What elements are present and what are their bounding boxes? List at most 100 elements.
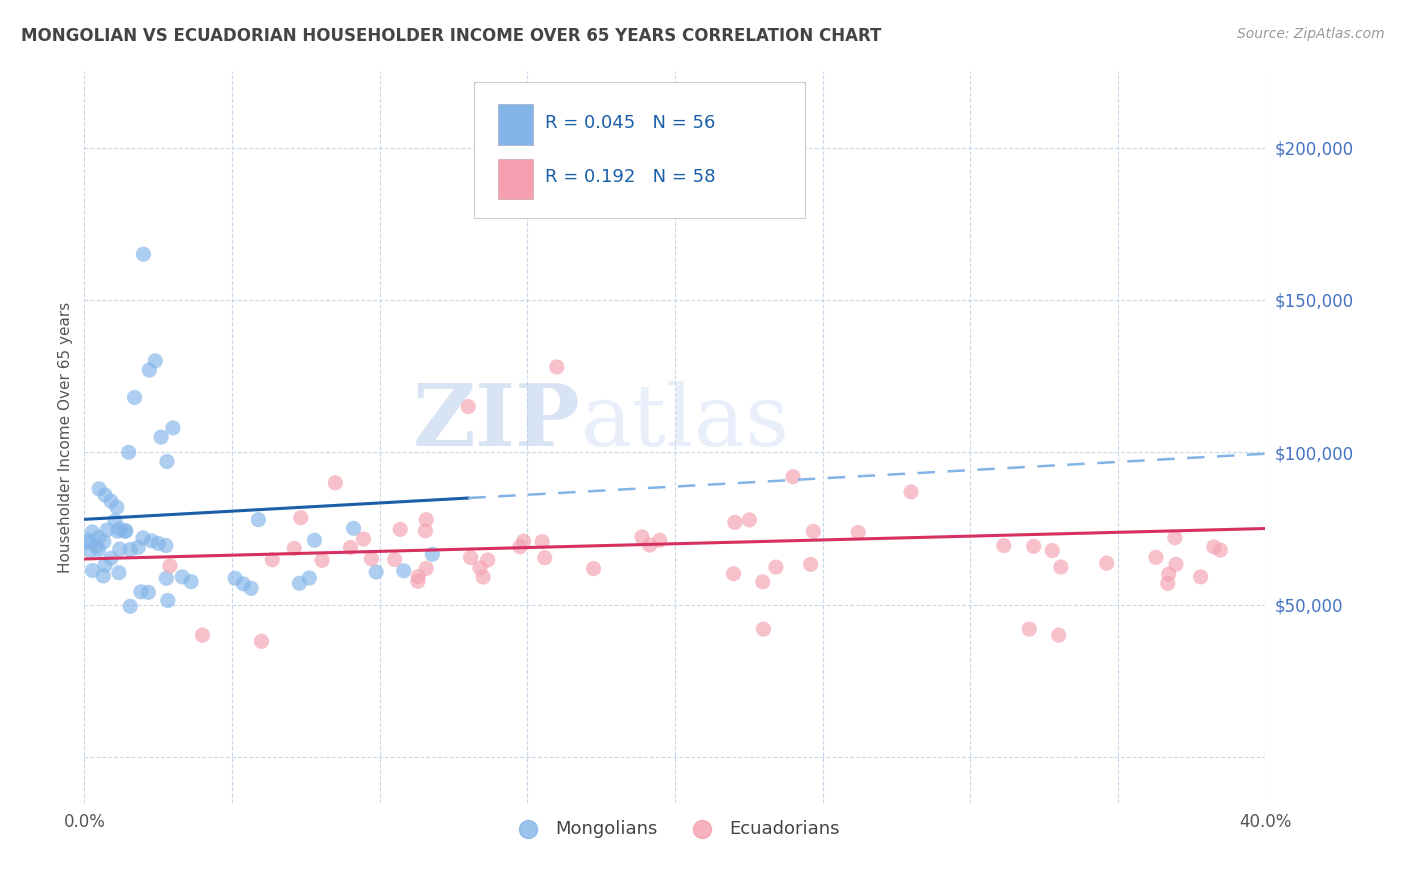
Point (118, 445, 141, 459)
Point (339, 541, 361, 555)
Point (100, 494, 122, 508)
Point (136, 585, 159, 599)
Point (114, 524, 136, 539)
Point (325, 475, 347, 490)
Point (1144, 550, 1167, 565)
Point (304, 533, 326, 548)
Point (247, 513, 270, 527)
Point (648, 533, 671, 548)
Point (723, 566, 745, 581)
Point (533, 550, 555, 565)
Point (93, 534, 115, 549)
Point (105, 500, 128, 515)
Point (1095, 556, 1118, 570)
Point (1202, 540, 1225, 554)
Point (120, 599, 142, 614)
Point (724, 516, 747, 530)
Point (155, 539, 177, 553)
Point (141, 533, 163, 548)
Point (1189, 570, 1212, 584)
Point (77, 535, 100, 549)
Point (82, 524, 104, 539)
Point (311, 553, 333, 567)
Point (801, 524, 824, 539)
Point (389, 522, 412, 536)
Point (172, 570, 194, 584)
Point (159, 558, 181, 573)
Point (240, 582, 263, 596)
Point (751, 574, 773, 589)
Point (472, 570, 495, 584)
Point (132, 531, 155, 545)
Point (91, 569, 114, 583)
Point (283, 541, 305, 556)
Point (100, 551, 122, 566)
Legend: Mongolians, Ecuadorians: Mongolians, Ecuadorians (502, 813, 848, 845)
Point (156, 454, 179, 468)
Point (846, 525, 869, 540)
Point (782, 469, 804, 483)
Point (408, 569, 430, 583)
Text: Source: ZipAtlas.com: Source: ZipAtlas.com (1237, 27, 1385, 41)
Point (124, 391, 146, 405)
Point (155, 571, 177, 585)
Point (104, 514, 127, 528)
Point (290, 510, 312, 524)
Point (342, 521, 364, 535)
Bar (498, 159, 533, 200)
Point (457, 400, 479, 414)
Point (509, 540, 531, 554)
Point (415, 561, 437, 575)
Point (1050, 560, 1073, 574)
Point (638, 538, 661, 552)
Point (127, 541, 149, 555)
Text: R = 0.192   N = 58: R = 0.192 N = 58 (546, 169, 716, 186)
Point (82, 564, 104, 578)
Point (148, 536, 170, 550)
Point (582, 561, 605, 575)
Point (392, 564, 415, 578)
Point (1157, 567, 1180, 582)
Point (993, 539, 1015, 553)
Point (180, 574, 202, 589)
Point (765, 560, 787, 574)
Point (87, 542, 110, 557)
Point (107, 524, 129, 539)
Point (1157, 576, 1180, 591)
Point (477, 553, 499, 567)
Point (353, 532, 375, 546)
Point (1018, 622, 1040, 636)
Point (298, 571, 321, 585)
Point (120, 542, 142, 557)
Point (94, 488, 117, 502)
Point (468, 561, 491, 575)
Point (115, 524, 138, 538)
Point (1164, 558, 1187, 572)
Point (129, 584, 152, 599)
Point (156, 593, 179, 607)
Point (415, 513, 437, 527)
Point (512, 534, 534, 549)
Point (262, 552, 284, 566)
Point (87, 482, 111, 496)
Point (143, 354, 166, 368)
Point (86, 539, 108, 553)
Point (1047, 628, 1070, 642)
Text: atlas: atlas (581, 381, 790, 464)
Point (422, 547, 444, 561)
Point (531, 534, 554, 549)
Point (87, 530, 110, 544)
Point (94, 558, 117, 573)
Point (406, 574, 429, 589)
Point (150, 430, 173, 444)
Point (1040, 543, 1063, 558)
Point (366, 565, 388, 579)
Point (752, 622, 775, 636)
Text: R = 0.045   N = 56: R = 0.045 N = 56 (546, 113, 716, 131)
Point (631, 530, 654, 544)
Point (79, 543, 101, 558)
Point (1022, 539, 1045, 553)
Point (162, 421, 184, 435)
Point (191, 628, 214, 642)
Point (77, 533, 100, 548)
